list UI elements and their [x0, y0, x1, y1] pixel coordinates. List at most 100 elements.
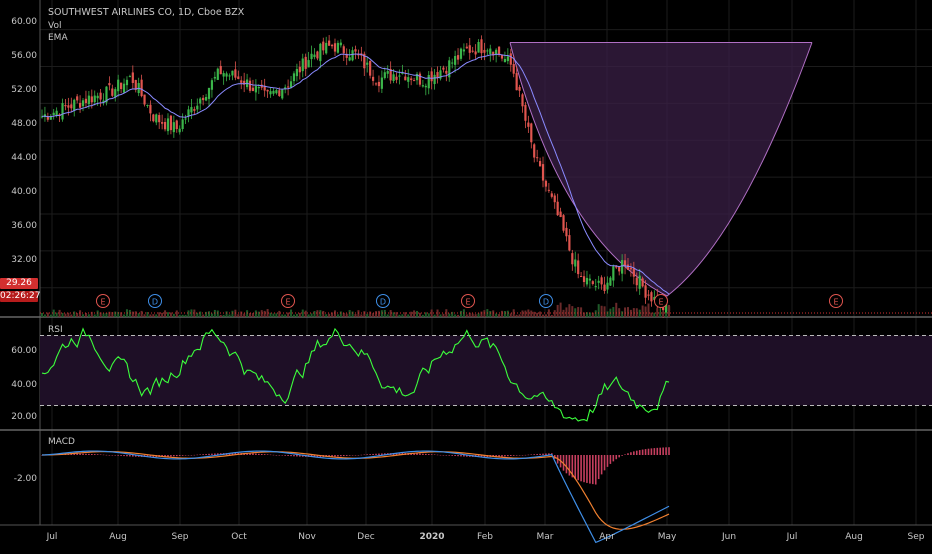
candle-body — [102, 100, 105, 103]
event-marker-label: E — [465, 298, 470, 307]
volume-bar — [357, 310, 360, 317]
event-marker-label: E — [100, 298, 105, 307]
candle-body — [456, 55, 460, 60]
candle-body — [512, 63, 515, 74]
volume-bar — [474, 314, 477, 317]
candle-body — [489, 48, 492, 54]
candle-body — [632, 268, 635, 277]
volume-bar — [553, 310, 556, 317]
volume-bar — [585, 312, 588, 317]
macd-histogram-bar — [624, 454, 626, 455]
macd-histogram-bar — [255, 453, 257, 455]
candle-body — [339, 42, 342, 46]
candle-body — [518, 86, 521, 91]
volume-bar — [413, 310, 416, 317]
volume-bar — [79, 310, 82, 317]
candle-body — [351, 50, 354, 61]
candle-body — [515, 73, 518, 91]
macd-histogram-bar — [524, 454, 527, 456]
macd-histogram-bar — [281, 455, 284, 456]
candle-body — [530, 123, 533, 143]
candle-body — [383, 72, 386, 79]
candle-body — [216, 68, 219, 80]
volume-bar — [292, 314, 295, 317]
macd-histogram-bar — [381, 453, 383, 455]
price-tick: 52.00 — [11, 85, 37, 95]
candle-body — [392, 74, 395, 81]
volume-bar — [468, 312, 471, 317]
volume-bar — [196, 312, 199, 317]
candle-body — [468, 45, 471, 53]
macd-histogram-bar — [545, 453, 547, 455]
macd-histogram-bar — [433, 454, 436, 455]
ema-legend[interactable]: EMA — [48, 33, 68, 43]
volume-bar — [369, 311, 372, 317]
macd-histogram-bar — [340, 455, 342, 457]
macd-histogram-bar — [366, 454, 369, 455]
candle-body — [93, 95, 96, 103]
volume-bar — [395, 312, 398, 317]
macd-histogram-bar — [82, 453, 84, 455]
candle-body — [650, 292, 653, 302]
macd-histogram-bar — [574, 455, 577, 479]
volume-bar — [547, 309, 550, 317]
volume-bar — [439, 314, 442, 317]
volume-bar — [46, 312, 49, 317]
macd-histogram-bar — [378, 453, 380, 455]
candle-body — [161, 122, 164, 124]
volume-bar — [603, 306, 606, 317]
candle-body — [263, 85, 266, 91]
volume-bar — [105, 312, 108, 317]
volume-bar — [421, 314, 424, 317]
candle-body — [281, 89, 284, 99]
vol-legend[interactable]: Vol — [48, 21, 62, 31]
volume-bar — [506, 310, 509, 317]
macd-histogram-bar — [278, 455, 281, 456]
macd-histogram-bar — [653, 448, 656, 455]
volume-bar — [52, 309, 55, 317]
candle-body — [196, 105, 199, 110]
macd-histogram-bar — [542, 453, 544, 455]
candle-body — [190, 107, 193, 113]
volume-bar — [404, 312, 407, 317]
macd-histogram-bar — [108, 455, 111, 456]
volume-bar — [55, 312, 58, 317]
candle-body — [237, 76, 240, 80]
macd-histogram-bar — [466, 455, 468, 457]
macd-histogram-bar — [416, 453, 418, 455]
macd-legend[interactable]: MACD — [48, 437, 75, 447]
macd-histogram-bar — [501, 455, 503, 457]
event-marker — [461, 294, 475, 308]
macd-histogram-bar — [592, 455, 594, 485]
time-tick: Jul — [46, 532, 58, 542]
volume-bar — [606, 311, 609, 317]
candle-body — [111, 88, 114, 96]
macd-histogram-bar — [334, 455, 336, 457]
candle-body — [105, 86, 108, 103]
candle-body — [538, 161, 542, 167]
candle-body — [503, 58, 507, 63]
macd-histogram-bar — [630, 452, 632, 455]
macd-histogram-bar — [668, 447, 670, 455]
macd-histogram-bar — [96, 454, 99, 455]
macd-histogram-bar — [249, 453, 251, 455]
volume-bar — [158, 312, 161, 317]
macd-histogram-bar — [577, 455, 579, 481]
candle-body — [328, 40, 331, 46]
macd-histogram-bar — [246, 453, 248, 455]
volume-bar — [93, 314, 96, 317]
macd-histogram-bar — [498, 455, 500, 457]
time-tick: Feb — [477, 532, 493, 542]
candle-body — [448, 60, 451, 78]
rsi-legend[interactable]: RSI — [48, 325, 63, 335]
volume-bar — [442, 313, 445, 317]
candle-body — [228, 75, 231, 77]
macd-histogram-bar — [184, 455, 187, 456]
candle-body — [483, 49, 486, 53]
volume-bar — [351, 311, 354, 317]
volume-bar — [137, 313, 140, 317]
macd-histogram-bar — [641, 449, 644, 455]
candle-body — [169, 115, 173, 131]
